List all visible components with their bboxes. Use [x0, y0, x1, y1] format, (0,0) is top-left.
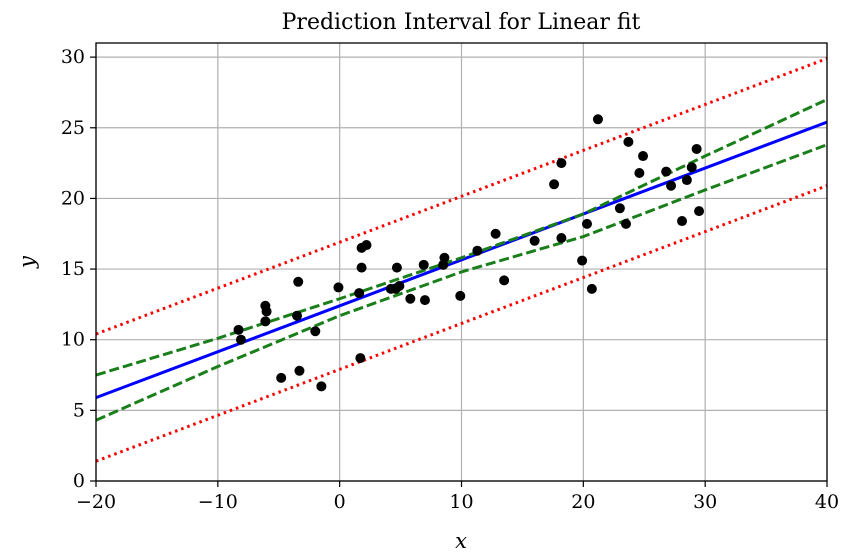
data-point — [354, 288, 365, 299]
data-point — [260, 316, 271, 327]
data-point — [356, 262, 367, 273]
data-point — [490, 228, 501, 239]
data-point — [681, 175, 692, 186]
data-point — [361, 240, 372, 251]
data-point — [549, 179, 560, 190]
y-tick-label: 0 — [73, 470, 85, 492]
confidence-band-line — [95, 98, 828, 377]
fit-line — [95, 120, 828, 400]
x-tick-label: 10 — [449, 491, 473, 513]
data-point — [592, 114, 603, 125]
x-axis: −20 −10 0 10 20 30 40 — [76, 481, 839, 513]
data-point — [391, 262, 402, 273]
data-point — [623, 136, 634, 147]
data-point — [556, 158, 567, 169]
data-point — [677, 216, 688, 227]
grid — [95, 43, 828, 482]
data-point — [394, 281, 405, 292]
data-point — [691, 143, 702, 154]
data-point — [439, 252, 450, 263]
x-tick-label: 20 — [571, 491, 595, 513]
confidence-band-line — [95, 143, 828, 422]
data-point — [620, 218, 631, 229]
data-point — [661, 166, 672, 177]
data-point — [333, 282, 344, 293]
y-tick-label: 5 — [73, 399, 85, 421]
x-tick-label: 30 — [693, 491, 717, 513]
data-point — [310, 326, 321, 337]
data-point — [276, 372, 287, 383]
data-point — [405, 293, 416, 304]
data-point — [355, 353, 366, 364]
data-point — [581, 218, 592, 229]
data-point — [556, 232, 567, 243]
y-axis: 0 5 10 15 20 25 30 — [61, 46, 96, 492]
data-point — [586, 283, 597, 294]
data-point — [292, 310, 303, 321]
y-tick-label: 30 — [61, 46, 85, 68]
x-tick-label: 0 — [334, 491, 346, 513]
x-tick-label: −10 — [198, 491, 238, 513]
data-point — [686, 162, 697, 173]
prediction-band-line — [95, 57, 828, 336]
data-point — [233, 324, 244, 335]
data-point — [694, 206, 705, 217]
y-tick-label: 20 — [61, 187, 85, 209]
fit-lines — [95, 57, 828, 463]
data-point — [666, 180, 677, 191]
y-axis-title: y — [15, 255, 39, 269]
prediction-band-line — [95, 184, 828, 463]
data-point — [293, 276, 304, 287]
data-point — [499, 275, 510, 286]
data-point — [294, 365, 305, 376]
data-point — [638, 151, 649, 162]
data-point — [235, 334, 246, 345]
data-point — [577, 255, 588, 266]
data-point — [316, 381, 327, 392]
data-points — [233, 114, 705, 392]
y-tick-label: 15 — [61, 258, 85, 280]
y-tick-label: 25 — [61, 117, 85, 139]
data-point — [418, 259, 429, 270]
data-point — [614, 203, 625, 214]
x-tick-label: 40 — [815, 491, 839, 513]
data-point — [529, 235, 540, 246]
x-tick-label: −20 — [76, 491, 116, 513]
data-point — [472, 245, 483, 256]
data-point — [261, 306, 272, 317]
data-point — [419, 295, 430, 306]
y-tick-label: 10 — [61, 329, 85, 351]
data-point — [634, 167, 645, 178]
x-axis-title: x — [455, 529, 467, 553]
data-point — [455, 290, 466, 301]
chart-title: Prediction Interval for Linear fit — [282, 10, 641, 35]
